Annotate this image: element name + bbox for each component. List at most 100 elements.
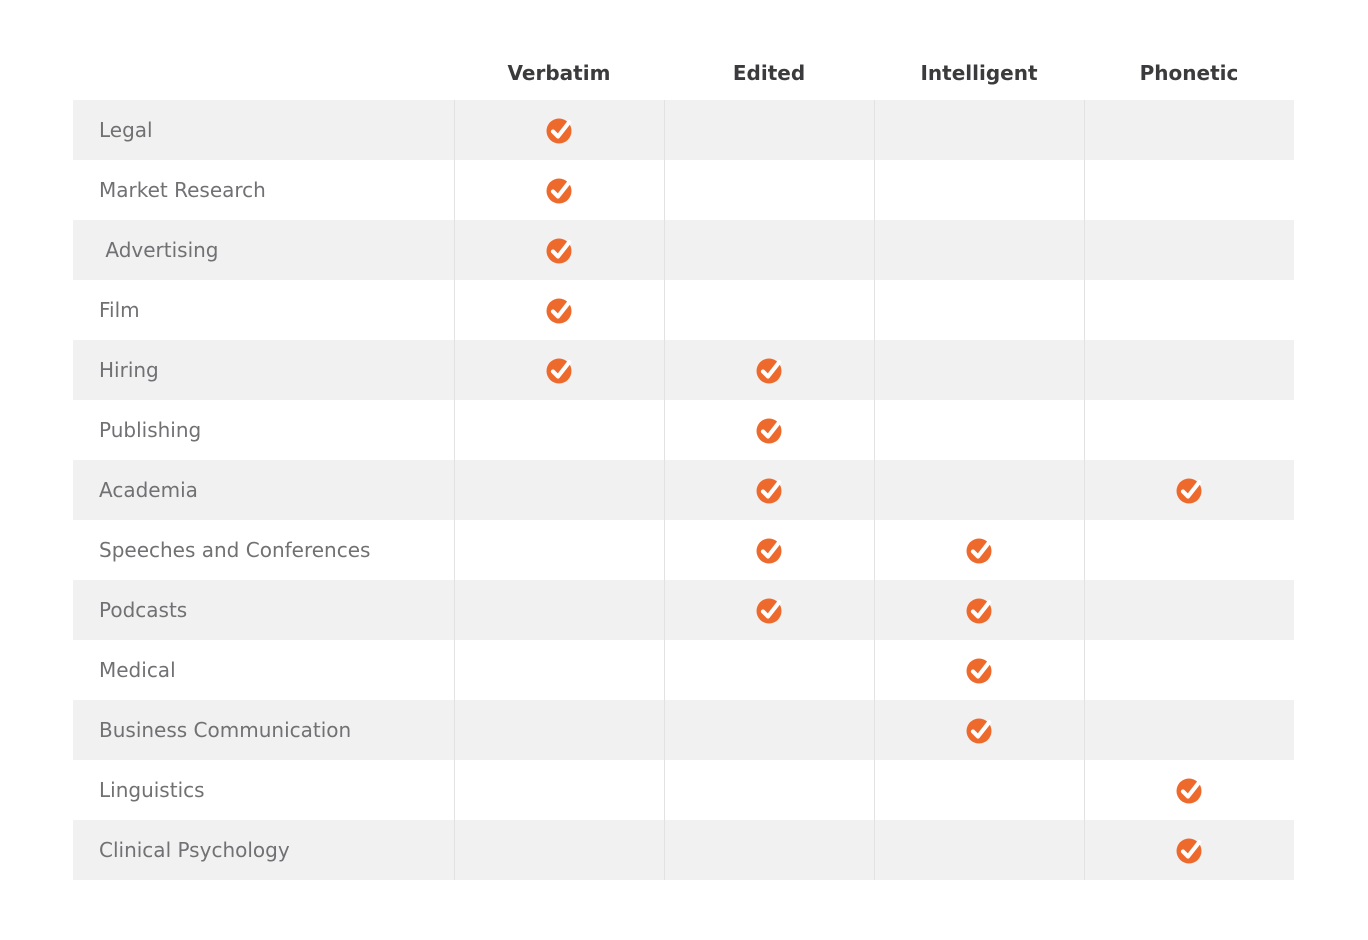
check-cell-verbatim xyxy=(454,280,664,340)
check-cell-edited xyxy=(664,580,874,640)
row-label-cell: Clinical Psychology xyxy=(73,820,454,880)
check-cell-verbatim xyxy=(454,760,664,820)
check-cell-verbatim xyxy=(454,160,664,220)
check-circle-icon xyxy=(756,538,781,564)
check-circle-icon xyxy=(756,418,781,444)
table-header-row: Verbatim Edited Intelligent Phonetic xyxy=(73,45,1294,100)
row-label: Speeches and Conferences xyxy=(99,538,371,562)
check-circle-icon xyxy=(966,718,991,744)
check-cell-verbatim xyxy=(454,520,664,580)
row-label: Clinical Psychology xyxy=(99,838,290,862)
check-cell-verbatim xyxy=(454,700,664,760)
check-cell-edited xyxy=(664,400,874,460)
table-row: Film xyxy=(73,280,1294,340)
table-row: Hiring xyxy=(73,340,1294,400)
check-cell-phonetic xyxy=(1084,820,1294,880)
check-cell-verbatim xyxy=(454,340,664,400)
row-label-cell: Publishing xyxy=(73,400,454,460)
check-cell-phonetic xyxy=(1084,460,1294,520)
check-cell-intelligent xyxy=(874,220,1084,280)
table-row: Publishing xyxy=(73,400,1294,460)
row-label-cell: Hiring xyxy=(73,340,454,400)
check-cell-phonetic xyxy=(1084,160,1294,220)
check-cell-phonetic xyxy=(1084,580,1294,640)
table-row: Advertising xyxy=(73,220,1294,280)
table-row: Podcasts xyxy=(73,580,1294,640)
check-cell-verbatim xyxy=(454,820,664,880)
check-cell-intelligent xyxy=(874,160,1084,220)
row-label-cell: Advertising xyxy=(73,220,454,280)
row-label: Film xyxy=(99,298,140,322)
check-circle-icon xyxy=(546,358,571,384)
row-label: Academia xyxy=(99,478,198,502)
table-row: Speeches and Conferences xyxy=(73,520,1294,580)
row-label: Legal xyxy=(99,118,153,142)
check-cell-edited xyxy=(664,340,874,400)
column-header-edited: Edited xyxy=(732,60,806,85)
check-cell-phonetic xyxy=(1084,280,1294,340)
check-circle-icon xyxy=(966,598,991,624)
check-cell-edited xyxy=(664,460,874,520)
check-circle-icon xyxy=(1176,778,1201,804)
check-cell-phonetic xyxy=(1084,640,1294,700)
transcription-type-comparison-table: Verbatim Edited Intelligent Phonetic Leg… xyxy=(73,45,1294,880)
check-circle-icon xyxy=(756,358,781,384)
check-cell-intelligent xyxy=(874,340,1084,400)
row-label-cell: Market Research xyxy=(73,160,454,220)
check-cell-intelligent xyxy=(874,460,1084,520)
check-cell-phonetic xyxy=(1084,700,1294,760)
check-cell-edited xyxy=(664,760,874,820)
check-cell-edited xyxy=(664,220,874,280)
row-label: Linguistics xyxy=(99,778,205,802)
check-circle-icon xyxy=(546,178,571,204)
check-cell-verbatim xyxy=(454,640,664,700)
row-label: Advertising xyxy=(99,238,219,262)
check-cell-verbatim xyxy=(454,400,664,460)
check-cell-intelligent xyxy=(874,700,1084,760)
check-circle-icon xyxy=(546,238,571,264)
check-cell-phonetic xyxy=(1084,760,1294,820)
row-label-cell: Academia xyxy=(73,460,454,520)
row-label-cell: Podcasts xyxy=(73,580,454,640)
check-cell-edited xyxy=(664,700,874,760)
check-cell-intelligent xyxy=(874,640,1084,700)
check-cell-intelligent xyxy=(874,280,1084,340)
check-circle-icon xyxy=(966,538,991,564)
row-label-cell: Legal xyxy=(73,100,454,160)
table-row: Clinical Psychology xyxy=(73,820,1294,880)
row-label-cell: Speeches and Conferences xyxy=(73,520,454,580)
check-cell-verbatim xyxy=(454,460,664,520)
table-row: Business Communication xyxy=(73,700,1294,760)
table-row: Academia xyxy=(73,460,1294,520)
check-cell-intelligent xyxy=(874,520,1084,580)
check-cell-edited xyxy=(664,100,874,160)
check-cell-phonetic xyxy=(1084,100,1294,160)
table-row: Medical xyxy=(73,640,1294,700)
check-cell-phonetic xyxy=(1084,400,1294,460)
check-cell-intelligent xyxy=(874,820,1084,880)
check-circle-icon xyxy=(546,298,571,324)
column-header-phonetic: Phonetic xyxy=(1139,60,1239,85)
check-cell-edited xyxy=(664,640,874,700)
row-label: Business Communication xyxy=(99,718,352,742)
check-cell-intelligent xyxy=(874,580,1084,640)
check-circle-icon xyxy=(756,478,781,504)
column-header-verbatim: Verbatim xyxy=(507,60,611,85)
table-row: Market Research xyxy=(73,160,1294,220)
row-label: Hiring xyxy=(99,358,159,382)
table-row: Linguistics xyxy=(73,760,1294,820)
check-cell-edited xyxy=(664,160,874,220)
check-cell-edited xyxy=(664,820,874,880)
check-circle-icon xyxy=(756,598,781,624)
row-label-cell: Business Communication xyxy=(73,700,454,760)
row-label-cell: Film xyxy=(73,280,454,340)
check-cell-phonetic xyxy=(1084,340,1294,400)
column-header-intelligent: Intelligent xyxy=(920,60,1038,85)
check-circle-icon xyxy=(546,118,571,144)
check-cell-intelligent xyxy=(874,760,1084,820)
check-cell-verbatim xyxy=(454,580,664,640)
check-cell-phonetic xyxy=(1084,520,1294,580)
check-cell-intelligent xyxy=(874,400,1084,460)
check-circle-icon xyxy=(1176,838,1201,864)
